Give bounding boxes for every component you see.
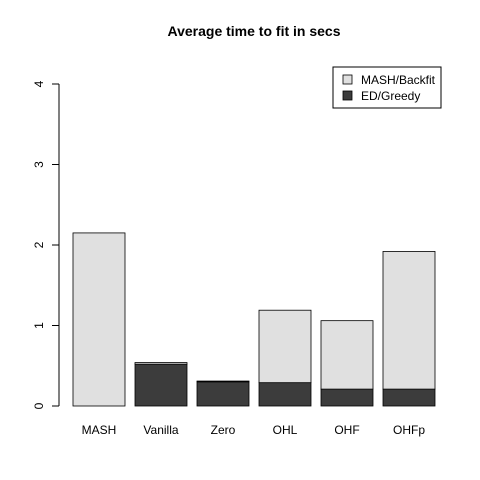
legend-box: [332, 66, 442, 109]
x-tick-label-zero: Zero: [211, 423, 236, 437]
legend-swatch-ed-greedy: [342, 90, 353, 101]
x-tick-label-ohf: OHF: [334, 423, 359, 437]
x-tick-label-ohfp: OHFp: [393, 423, 425, 437]
chart-title: Average time to fit in secs: [168, 23, 341, 39]
x-tick-label-mash: MASH: [82, 423, 117, 437]
bar-mash-mash-backfit: [72, 232, 126, 407]
bars: [72, 232, 436, 407]
bar-ohf-mash-backfit: [320, 320, 374, 390]
bar-ohfp-mash-backfit: [382, 251, 436, 390]
bar-vanilla-mash-backfit: [134, 362, 188, 365]
y-tick-label: 0: [32, 402, 46, 409]
x-tick-label-vanilla: Vanilla: [143, 423, 178, 437]
legend-swatch-mash-backfit: [342, 74, 353, 85]
bar-ohfp-ed-greedy: [382, 388, 436, 407]
legend: MASH/Backfit ED/Greedy: [332, 66, 442, 109]
y-axis-ticks: 0 1 2 3 4: [32, 80, 59, 409]
x-tick-label-ohl: OHL: [273, 423, 298, 437]
y-tick-label: 1: [32, 322, 46, 329]
bar-zero-mash-backfit: [196, 380, 250, 383]
bar-ohl-ed-greedy: [258, 382, 312, 407]
y-tick-label: 2: [32, 241, 46, 248]
bar-vanilla-ed-greedy: [134, 363, 188, 407]
x-axis-labels: MASH Vanilla Zero OHL OHF OHFp: [82, 423, 426, 437]
legend-label-ed-greedy: ED/Greedy: [361, 89, 420, 103]
bar-zero-ed-greedy: [196, 381, 250, 407]
bar-ohl-mash-backfit: [258, 309, 312, 384]
bar-ohf-ed-greedy: [320, 388, 374, 407]
y-tick-label: 3: [32, 161, 46, 168]
legend-label-mash-backfit: MASH/Backfit: [361, 73, 436, 87]
y-tick-label: 4: [32, 80, 46, 87]
